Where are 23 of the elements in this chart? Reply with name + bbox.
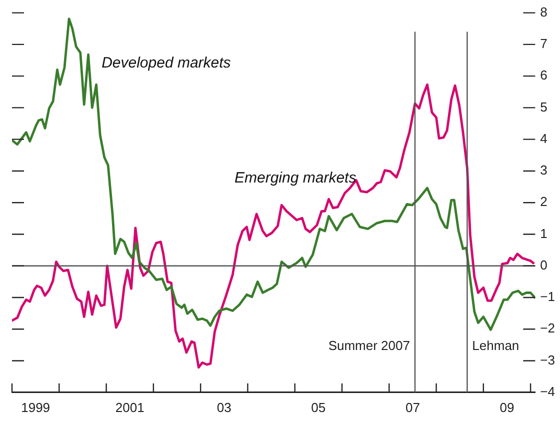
y-tick-label: 0	[540, 257, 548, 272]
y-tick-label: 8	[540, 4, 548, 20]
x-tick-label: 05	[311, 400, 326, 415]
y-tick-label: −4	[540, 384, 556, 399]
ref-line-label: Summer 2007	[328, 338, 410, 354]
y-tick-label: −3	[540, 352, 556, 368]
y-tick-label: 2	[540, 194, 548, 210]
x-tick-label: 09	[500, 400, 514, 415]
y-tick-label: 7	[540, 36, 548, 52]
x-tick-label: 03	[216, 400, 232, 415]
ref-line-label: Lehman	[472, 338, 520, 354]
y-tick-label: 6	[540, 68, 548, 83]
y-tick-label: 1	[540, 226, 548, 241]
x-tick-label: 1999	[21, 400, 50, 415]
x-tick-label: 2001	[115, 400, 144, 415]
y-tick-label: 4	[540, 130, 548, 146]
y-tick-label: 5	[540, 99, 548, 114]
y-tick-label: −2	[540, 320, 556, 336]
y-tick-label: 3	[540, 162, 548, 178]
x-tick-label: 07	[405, 400, 420, 415]
series-label: Emerging markets	[234, 169, 357, 186]
series-label: Developed markets	[102, 54, 232, 72]
y-tick-label: −1	[540, 289, 556, 304]
